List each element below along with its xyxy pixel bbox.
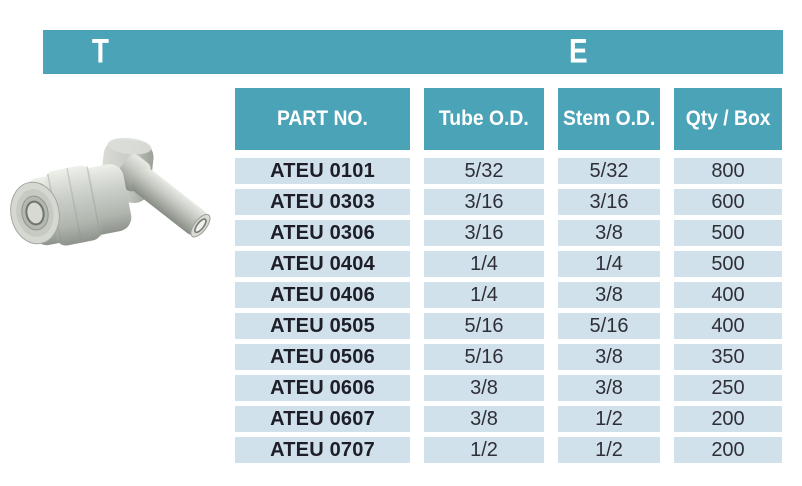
cell-part-no: ATEU 0606 <box>235 375 410 401</box>
cell-tube-od: 1/4 <box>424 282 544 308</box>
table-row: ATEU 0607 3/8 1/2 200 <box>235 406 783 432</box>
cell-tube-od: 3/8 <box>424 375 544 401</box>
cell-part-no: ATEU 0303 <box>235 189 410 215</box>
cell-tube-od: 3/16 <box>424 189 544 215</box>
cell-qty-box: 200 <box>674 437 782 463</box>
cell-part-no: ATEU 0505 <box>235 313 410 339</box>
table-header-row: PART NO. Tube O.D. Stem O.D. Qty / Box <box>235 88 783 150</box>
col-header-part-no-label: PART NO. <box>277 107 368 130</box>
cell-tube-od: 1/2 <box>424 437 544 463</box>
cell-part-no: ATEU 0607 <box>235 406 410 432</box>
col-header-part-no: PART NO. <box>235 88 410 150</box>
cell-part-no: ATEU 0101 <box>235 158 410 184</box>
cell-part-no: ATEU 0306 <box>235 220 410 246</box>
table-row: ATEU 0406 1/4 3/8 400 <box>235 282 783 308</box>
table-row: ATEU 0506 5/16 3/8 350 <box>235 344 783 370</box>
cell-qty-box: 500 <box>674 251 782 277</box>
cell-tube-od: 3/8 <box>424 406 544 432</box>
cell-tube-od: 3/16 <box>424 220 544 246</box>
cell-stem-od: 5/16 <box>558 313 660 339</box>
col-header-stem-od: Stem O.D. <box>558 88 660 150</box>
table-row: ATEU 0101 5/32 5/32 800 <box>235 158 783 184</box>
title-banner: T E <box>43 30 783 74</box>
table-row: ATEU 0606 3/8 3/8 250 <box>235 375 783 401</box>
cell-tube-od: 5/16 <box>424 344 544 370</box>
cell-tube-od: 5/16 <box>424 313 544 339</box>
cell-stem-od: 5/32 <box>558 158 660 184</box>
col-header-tube-od-label: Tube O.D. <box>439 107 529 130</box>
table-row: ATEU 0404 1/4 1/4 500 <box>235 251 783 277</box>
spec-table: PART NO. Tube O.D. Stem O.D. Qty / Box A… <box>235 88 783 468</box>
table-row: ATEU 0707 1/2 1/2 200 <box>235 437 783 463</box>
product-photo <box>10 137 211 246</box>
cell-qty-box: 400 <box>674 313 782 339</box>
cell-stem-od: 1/2 <box>558 406 660 432</box>
cell-tube-od: 1/4 <box>424 251 544 277</box>
col-header-stem-od-label: Stem O.D. <box>562 107 656 130</box>
cell-stem-od: 3/8 <box>558 344 660 370</box>
col-header-qty-box-label: Qty / Box <box>685 107 771 130</box>
cell-tube-od: 5/32 <box>424 158 544 184</box>
cell-stem-od: 1/4 <box>558 251 660 277</box>
cell-stem-od: 3/16 <box>558 189 660 215</box>
cell-qty-box: 200 <box>674 406 782 432</box>
cell-stem-od: 3/8 <box>558 282 660 308</box>
cell-part-no: ATEU 0707 <box>235 437 410 463</box>
cell-stem-od: 3/8 <box>558 220 660 246</box>
cell-qty-box: 500 <box>674 220 782 246</box>
cell-qty-box: 400 <box>674 282 782 308</box>
cell-stem-od: 3/8 <box>558 375 660 401</box>
table-row: ATEU 0303 3/16 3/16 600 <box>235 189 783 215</box>
banner-letter-e: E <box>569 32 588 71</box>
table-row: ATEU 0306 3/16 3/8 500 <box>235 220 783 246</box>
table-body: ATEU 0101 5/32 5/32 800 ATEU 0303 3/16 3… <box>235 158 783 463</box>
cell-qty-box: 250 <box>674 375 782 401</box>
cell-stem-od: 1/2 <box>558 437 660 463</box>
cell-part-no: ATEU 0404 <box>235 251 410 277</box>
col-header-tube-od: Tube O.D. <box>424 88 544 150</box>
cell-part-no: ATEU 0406 <box>235 282 410 308</box>
fitting-body <box>10 164 132 246</box>
banner-letter-t: T <box>91 32 109 71</box>
cell-part-no: ATEU 0506 <box>235 344 410 370</box>
col-header-qty-box: Qty / Box <box>674 88 782 150</box>
cell-qty-box: 600 <box>674 189 782 215</box>
cell-qty-box: 350 <box>674 344 782 370</box>
cell-qty-box: 800 <box>674 158 782 184</box>
table-row: ATEU 0505 5/16 5/16 400 <box>235 313 783 339</box>
